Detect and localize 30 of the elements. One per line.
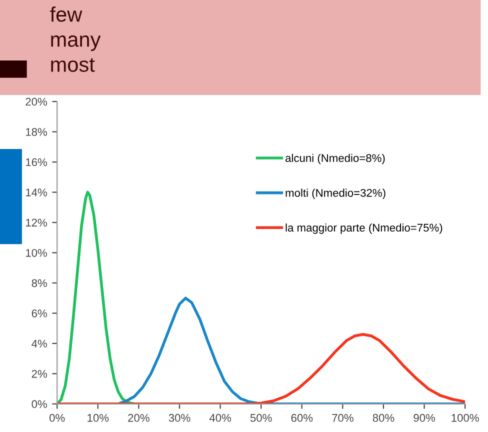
x-tick-label: 50%	[250, 414, 272, 422]
y-tick-label: 12%	[26, 218, 47, 227]
y-tick-label: 10%	[26, 248, 47, 257]
x-tick-label: 20%	[128, 414, 150, 422]
x-tick-label: 90%	[414, 414, 435, 422]
legend-label: la maggior parte (Nmedio=75%)	[286, 223, 442, 234]
x-tick-label: 70%	[332, 414, 354, 422]
text: few	[50, 6, 82, 22]
x-tick-label: 100%	[452, 414, 479, 422]
legend-label: alcuni (Nmedio=8%)	[286, 154, 385, 164]
legend-label: molti (Nmedio=32%)	[286, 188, 386, 200]
line-series	[116, 296, 466, 404]
x-tick-label: 30%	[168, 414, 190, 422]
x-tick-label: 10%	[88, 414, 109, 422]
y-tick-label: 18%	[26, 128, 47, 136]
x-tick-label: 80%	[372, 414, 394, 422]
y-tick-label: 8%	[32, 279, 47, 288]
text: many	[51, 35, 101, 51]
y-tick-label: 16%	[26, 158, 47, 166]
line-series	[57, 190, 136, 404]
text: most	[51, 58, 95, 72]
x-tick-label: 40%	[209, 414, 232, 422]
y-tick-label: 20%	[26, 98, 47, 106]
y-tick-label: 4%	[32, 340, 47, 348]
x-tick-label: 0%	[50, 414, 65, 422]
y-tick-label: 14%	[26, 188, 47, 196]
y-tick-label: 0%	[32, 400, 47, 408]
y-tick-label: 2%	[32, 370, 47, 378]
y-tick-label: 6%	[32, 309, 47, 318]
x-tick-label: 60%	[291, 414, 313, 422]
